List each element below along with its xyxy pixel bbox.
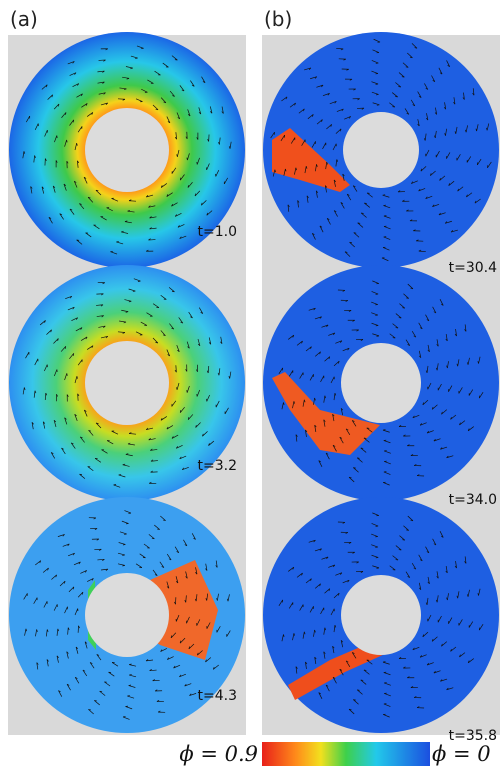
panel-label: (a) xyxy=(10,7,38,31)
hole xyxy=(85,341,169,425)
colorbar-label: ϕ = 0.9 xyxy=(179,742,258,766)
hole xyxy=(341,575,421,655)
colorbar-label: ϕ = 0 xyxy=(432,742,491,766)
time-label: t=1.0 xyxy=(198,224,237,240)
hole xyxy=(341,343,421,423)
hole xyxy=(343,112,419,188)
hole xyxy=(85,108,169,192)
time-label: t=30.4 xyxy=(449,260,497,276)
colorbar xyxy=(262,742,430,766)
time-label: t=4.3 xyxy=(198,688,237,704)
time-label: t=34.0 xyxy=(449,492,497,508)
time-label: t=3.2 xyxy=(198,458,237,474)
figure: (a) (b) t=1.0 t=3.2 t=4.3 t=30.4 t=34.0 … xyxy=(0,0,502,773)
arrow-head xyxy=(133,291,135,292)
arrow-head xyxy=(119,474,121,475)
panel-label: (b) xyxy=(264,7,292,31)
hole xyxy=(85,573,169,657)
